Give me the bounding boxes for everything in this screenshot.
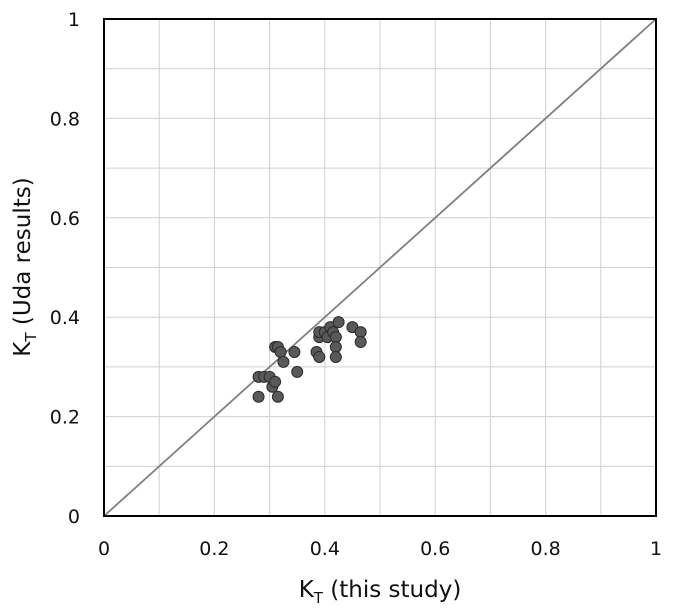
y-tick-label: 0.4 [50,307,80,329]
x-tick-label: 1 [650,538,662,560]
y-tick-label: 1 [68,9,80,31]
x-tick-label: 0 [98,538,110,560]
y-tick-label: 0.8 [50,108,80,130]
data-point [271,390,284,403]
data-point [329,350,342,363]
y-tick-label: 0.2 [50,407,80,429]
data-point [269,375,282,388]
y-tick-labels: 0 0.2 0.4 0.6 0.8 1 [50,9,80,528]
y-axis-label: KT (Uda results) [10,177,40,356]
data-point [313,350,326,363]
data-point [291,365,304,378]
data-point [274,345,287,358]
data-point [329,341,342,354]
data-point [329,331,342,344]
x-tick-label: 0.6 [420,538,450,560]
data-point [332,316,345,329]
data-points [252,316,367,403]
data-point [277,355,290,368]
data-point [252,390,265,403]
data-point [288,345,301,358]
x-tick-labels: 0 0.2 0.4 0.6 0.8 1 [98,538,662,560]
x-axis-label: KT (this study) [299,577,462,607]
x-tick-label: 0.8 [530,538,560,560]
y-tick-label: 0.6 [50,208,80,230]
data-point [354,326,367,339]
plot-frame [103,18,657,517]
reference-line-y-equals-x [103,18,657,517]
data-point [354,336,367,349]
x-tick-label: 0.2 [199,538,229,560]
y-tick-label: 0 [68,506,80,528]
x-tick-label: 0.4 [310,538,340,560]
